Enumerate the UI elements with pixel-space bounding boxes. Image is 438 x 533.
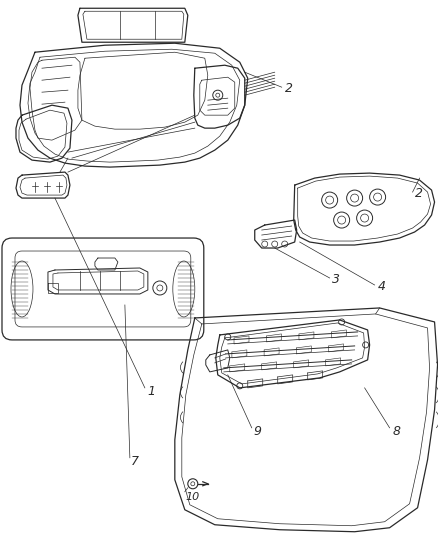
- Text: 2: 2: [415, 187, 423, 199]
- Text: 4: 4: [378, 280, 385, 294]
- Text: 7: 7: [131, 455, 139, 469]
- Text: 3: 3: [332, 273, 339, 286]
- Text: 9: 9: [254, 425, 262, 438]
- Text: 8: 8: [392, 425, 401, 438]
- Text: 10: 10: [186, 492, 200, 502]
- Text: 2: 2: [285, 82, 293, 95]
- Text: 1: 1: [148, 385, 156, 398]
